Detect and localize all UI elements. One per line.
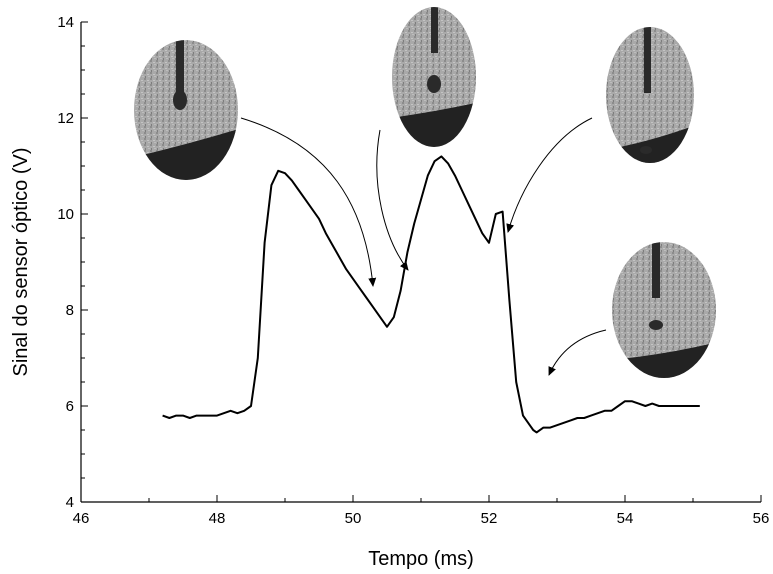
x-tick-label: 56 [753,510,770,527]
y-tick-label: 4 [66,494,74,511]
annotation-arrow-2 [376,129,409,271]
y-tick-label: 8 [66,302,74,319]
droplet-photo-1 [134,40,238,180]
y-tick-label: 6 [66,398,74,415]
y-axis-title: Sinal do sensor óptico (V) [10,147,32,376]
x-tick-label: 54 [617,510,634,527]
x-tick-label: 46 [73,510,90,527]
y-tick-label: 14 [57,14,74,31]
annotation-arrow-4 [548,329,607,376]
droplet-photo-3 [606,27,694,163]
x-tick-label: 52 [481,510,498,527]
annotation-arrow-1 [240,117,377,287]
annotation-arrow-3 [506,117,593,233]
x-tick-label: 50 [345,510,362,527]
droplet-photo-2 [392,7,476,147]
droplet-photo-4 [612,242,716,378]
y-tick-label: 10 [57,206,74,223]
x-tick-label: 48 [209,510,226,527]
x-axis-title: Tempo (ms) [368,548,474,570]
series-line [162,155,700,434]
y-axis-ticks: 4 6 8 10 12 14 [57,14,88,511]
x-axis-ticks: 46 48 50 52 54 56 [73,495,770,527]
y-tick-label: 12 [57,110,74,127]
